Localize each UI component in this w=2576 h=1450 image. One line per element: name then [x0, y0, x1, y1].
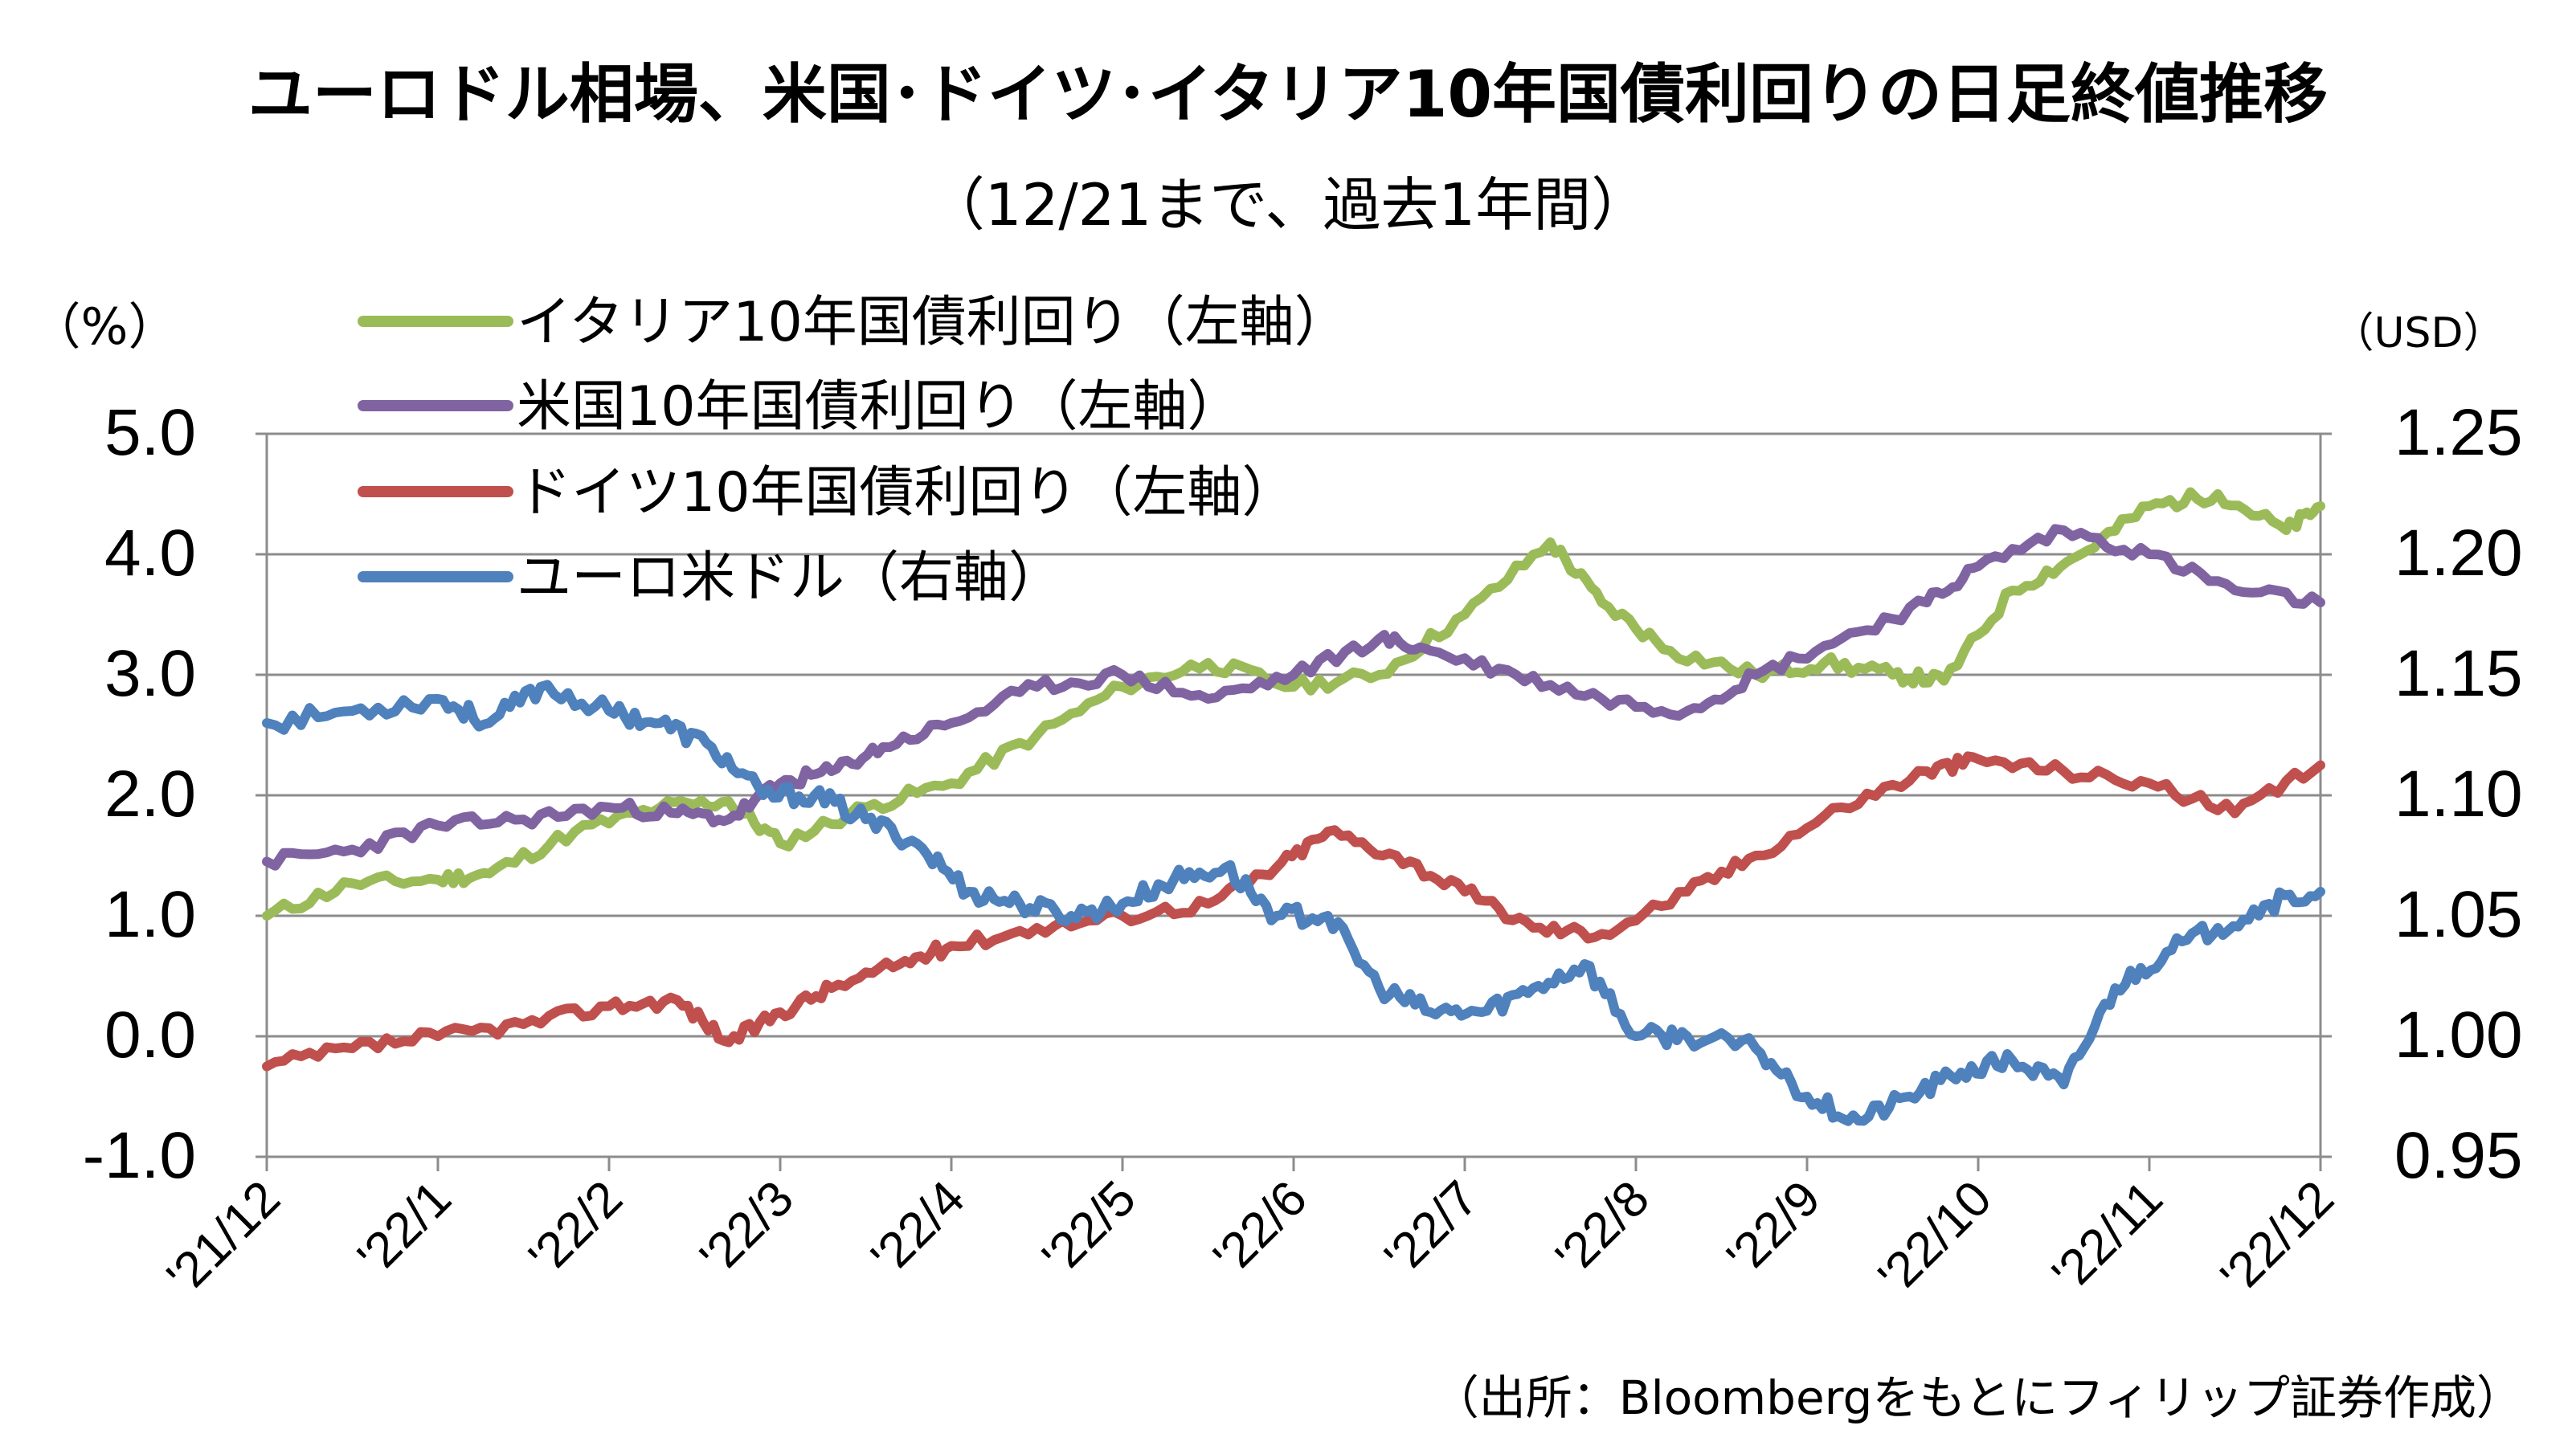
x-tick-label: '22/7 — [1374, 1170, 1488, 1285]
y-right-tick-label: 1.20 — [2394, 517, 2523, 590]
x-tick-labels: '21/12'22/1'22/2'22/3'22/4'22/5'22/6'22/… — [157, 1170, 2345, 1305]
y-left-tick-label: 2.0 — [104, 758, 196, 831]
y-right-tick-label: 1.10 — [2394, 758, 2523, 831]
y-right-tick-labels: 1.25 1.20 1.15 1.10 1.05 1.00 0.95 — [2394, 396, 2523, 1192]
y-right-tick-label: 1.05 — [2394, 878, 2523, 951]
legend-label: ユーロ米ドル（右軸） — [517, 546, 1063, 610]
y-left-tick-label: 1.0 — [104, 878, 196, 951]
y-left-tick-label: 4.0 — [104, 517, 196, 590]
y-left-unit: （%） — [31, 297, 178, 356]
x-tick-label: '22/4 — [861, 1170, 975, 1285]
y-left-tick-label: -1.0 — [83, 1119, 196, 1192]
x-tick-label: '22/1 — [347, 1170, 461, 1285]
x-tick-label: '22/8 — [1545, 1170, 1659, 1285]
axes — [256, 432, 2332, 1171]
x-tick-label: '22/2 — [518, 1170, 632, 1285]
y-right-tick-label: 0.95 — [2394, 1119, 2523, 1192]
chart-subtitle: （12/21まで、過去1年間） — [927, 171, 1649, 239]
x-tick-label: '22/5 — [1032, 1170, 1146, 1285]
y-right-tick-label: 1.15 — [2394, 637, 2523, 710]
source-note: （出所：Bloombergをもとにフィリップ証券作成） — [1433, 1370, 2523, 1425]
y-left-tick-labels: 5.0 4.0 3.0 2.0 1.0 0.0 -1.0 — [83, 396, 196, 1192]
x-tick-label: '22/11 — [2042, 1170, 2173, 1302]
y-right-tick-label: 1.25 — [2394, 396, 2523, 469]
series-line-3 — [262, 680, 2325, 1126]
series-line-2 — [262, 751, 2325, 1072]
x-tick-label: '22/12 — [2210, 1170, 2345, 1305]
legend-label: 米国10年国債利回り（左軸） — [517, 375, 1242, 439]
x-tick-label: '22/10 — [1868, 1170, 2002, 1305]
chart-title: ユーロドル相場、米国･ドイツ･イタリア10年国債利回りの日足終値推移 — [248, 57, 2328, 132]
x-tick-label: '22/6 — [1203, 1170, 1317, 1285]
y-left-tick-label: 0.0 — [104, 999, 196, 1072]
y-right-tick-label: 1.00 — [2394, 999, 2523, 1072]
series-line-1 — [262, 524, 2325, 871]
x-tick-label: '22/3 — [689, 1170, 803, 1285]
legend-label: ドイツ10年国債利回り（左軸） — [517, 461, 1297, 525]
x-tick-label: '22/9 — [1716, 1170, 1830, 1285]
y-right-unit: （USD） — [2332, 309, 2504, 357]
legend: イタリア10年国債利回り（左軸） 米国10年国債利回り（左軸） ドイツ10年国債利回… — [358, 291, 1349, 610]
legend-label: イタリア10年国債利回り（左軸） — [517, 291, 1349, 354]
y-left-tick-label: 5.0 — [104, 396, 196, 469]
series-lines — [262, 487, 2325, 1126]
y-left-tick-label: 3.0 — [104, 637, 196, 710]
